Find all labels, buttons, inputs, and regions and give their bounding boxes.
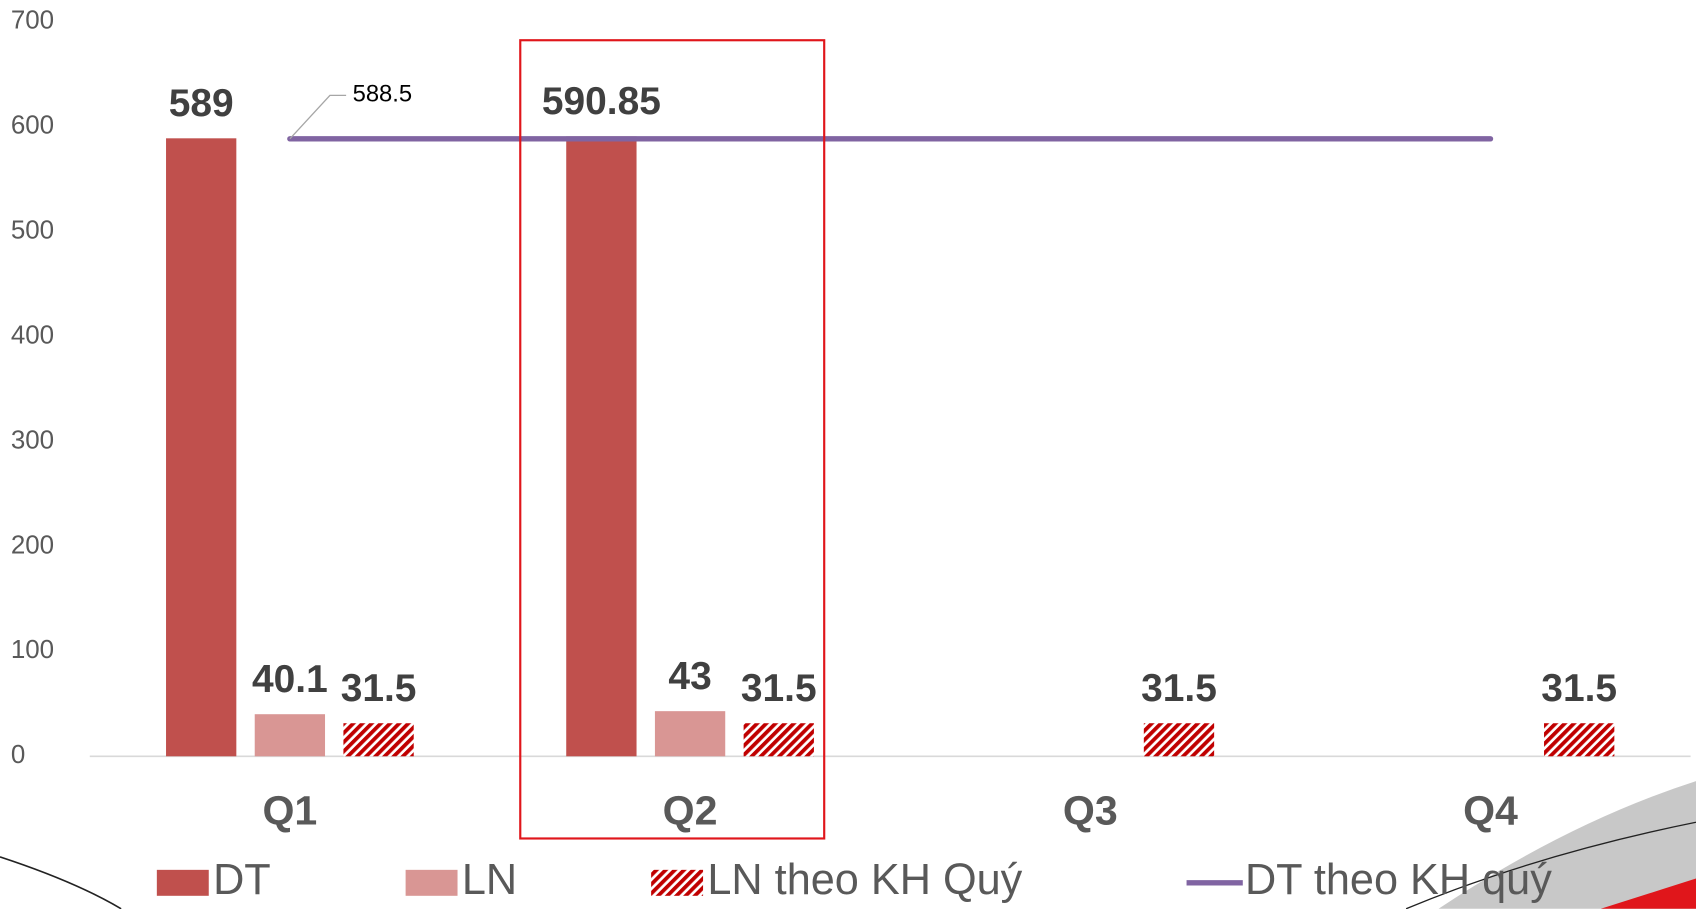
legend-label: LN theo KH Quý [707,856,1022,904]
decor-line [1405,821,1696,909]
data-label: 43 [668,655,711,698]
bar [743,723,814,757]
y-tick-label: 600 [11,112,54,140]
x-tick-label: Q1 [262,787,317,833]
y-tick-label: 700 [11,7,54,35]
y-tick-label: 300 [11,426,54,454]
legend-swatch [156,869,209,896]
data-label: 31.5 [741,667,817,710]
legend-swatch [405,869,458,896]
x-tick-label: Q3 [1063,787,1118,833]
highlight-box [519,39,826,840]
y-tick-label: 100 [11,636,54,664]
bar [654,711,726,757]
bar [566,136,637,757]
data-label: 589 [169,82,234,125]
data-label: 31.5 [1541,667,1617,710]
bar [1143,723,1215,757]
legend-label: LN [462,856,517,904]
decor-curve [0,856,122,909]
y-tick-label: 500 [11,217,54,245]
legend-label: DT [213,856,271,904]
data-label: 588.5 [353,81,413,108]
legend-label: DT theo KH quý [1245,856,1552,904]
x-tick-label: Q2 [663,787,718,833]
data-label: 31.5 [341,667,417,710]
data-label: 40.1 [252,658,328,701]
y-tick-label: 400 [11,321,54,349]
y-tick-label: 0 [11,741,25,769]
data-label: 31.5 [1141,667,1217,710]
data-label: 590.85 [542,80,661,123]
bar [343,723,414,757]
y-tick-label: 200 [11,531,54,559]
bar [254,714,326,757]
legend-swatch [651,869,704,896]
leader-line [289,94,347,140]
decor-gray [1438,781,1696,909]
x-tick-label: Q4 [1463,787,1518,833]
bar [166,138,237,757]
bar [1544,723,1615,757]
